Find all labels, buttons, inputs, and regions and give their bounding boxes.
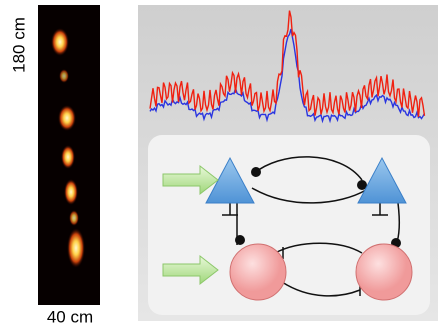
width-label: 40 cm [47,307,93,326]
inhibitory-cell [356,244,412,300]
height-label: 180 cm [9,17,28,73]
figure: 180 cm 40 cm [0,0,442,326]
inhibitory-cell [230,244,286,300]
